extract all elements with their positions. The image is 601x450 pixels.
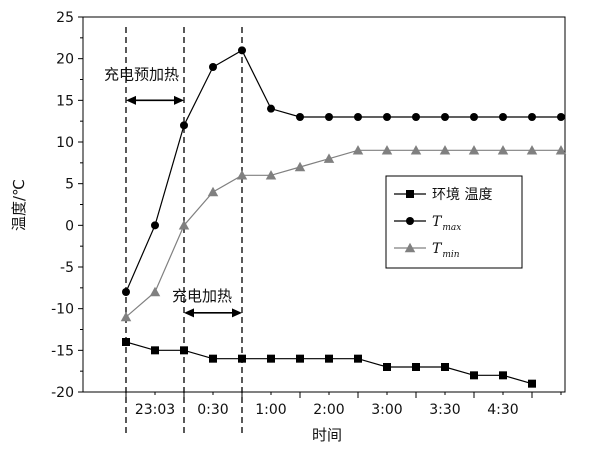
data-point <box>528 113 536 121</box>
x-tick-label: 1:00 <box>255 402 286 418</box>
data-point <box>406 217 414 225</box>
data-point <box>354 113 362 121</box>
data-point <box>122 338 130 346</box>
series-ambient <box>122 338 536 388</box>
data-point <box>180 346 188 355</box>
data-point <box>325 354 333 363</box>
reference-lines-layer <box>125 27 243 436</box>
y-tick-label: -5 <box>60 260 74 276</box>
y-tick-label: 0 <box>65 218 74 234</box>
data-point <box>528 379 536 388</box>
series-line <box>125 149 561 318</box>
legend-label: 环境 温度 <box>432 187 492 203</box>
data-point <box>120 311 132 322</box>
data-point <box>381 145 393 155</box>
data-point <box>412 113 420 121</box>
x-tick-label: 3:30 <box>429 402 460 418</box>
annotation-arrow-head <box>174 95 184 105</box>
x-axis-title: 时间 <box>312 426 342 444</box>
data-point <box>441 113 449 121</box>
data-point <box>209 63 217 71</box>
annotation-label: 充电加热 <box>172 287 232 305</box>
data-point <box>323 153 335 163</box>
data-point <box>267 104 275 113</box>
data-point <box>439 145 451 155</box>
series-Tmax <box>122 46 565 296</box>
data-point <box>209 354 217 363</box>
data-point <box>151 221 159 230</box>
legend-entry: 环境 温度 <box>394 187 492 203</box>
data-point <box>526 145 538 155</box>
data-point <box>238 46 246 55</box>
data-point <box>296 354 304 363</box>
y-tick-label: 15 <box>56 93 74 109</box>
data-point <box>468 145 480 155</box>
data-point <box>354 354 362 363</box>
data-point <box>267 354 275 363</box>
data-point <box>207 186 219 197</box>
data-point <box>151 346 159 355</box>
y-tick-label: 20 <box>56 52 74 68</box>
x-tick-label: 2:00 <box>313 402 344 418</box>
y-tick-label: 25 <box>56 10 74 26</box>
data-point <box>499 113 507 121</box>
y-tick-label: 5 <box>65 177 74 193</box>
data-point <box>180 121 188 130</box>
data-point <box>441 363 449 371</box>
data-point <box>383 113 391 121</box>
series-layer <box>120 46 567 388</box>
y-tick-label: 10 <box>56 135 74 151</box>
data-point <box>352 145 364 155</box>
data-point <box>470 113 478 121</box>
y-tick-label: -10 <box>51 302 74 318</box>
data-point <box>555 145 567 155</box>
annotation-preheat: 充电预加热 <box>104 65 184 105</box>
data-point <box>383 363 391 371</box>
annotation-label: 充电预加热 <box>104 65 179 83</box>
data-point <box>325 113 333 121</box>
data-point <box>404 242 416 253</box>
data-point <box>412 363 420 371</box>
data-point <box>406 190 414 198</box>
data-point <box>122 288 130 296</box>
data-point <box>149 286 161 297</box>
series-line <box>125 49 561 293</box>
data-point <box>499 371 507 380</box>
data-point <box>265 170 277 180</box>
x-tick-label: 3:00 <box>371 402 402 418</box>
annotation-arrow-head <box>232 308 242 318</box>
data-point <box>238 354 246 363</box>
series-Tmin <box>120 145 567 322</box>
data-point <box>236 170 248 180</box>
data-point <box>178 220 190 230</box>
axis-labels-layer: 温度/℃ 时间 <box>10 179 342 444</box>
x-tick-label: 4:30 <box>487 402 518 418</box>
plot-frame-layer: -20 -15 -10 -5 0 5 10 15 20 25 23:03 0:30 1:00 2:00 3:… <box>51 10 566 418</box>
data-point <box>294 161 306 172</box>
x-tick-label: 23:03 <box>135 402 175 418</box>
data-point <box>497 145 509 155</box>
annotation-heat: 充电加热 <box>172 287 242 318</box>
data-point <box>557 113 565 121</box>
annotation-arrow-head <box>126 95 136 105</box>
y-tick-label: -15 <box>51 343 74 359</box>
y-axis-title: 温度/℃ <box>10 179 28 231</box>
annotation-arrow-head <box>184 308 194 318</box>
data-point <box>410 145 422 155</box>
y-tick-label: -20 <box>51 385 74 401</box>
data-point <box>470 371 478 380</box>
x-tick-label: 0:30 <box>197 402 228 418</box>
data-point <box>296 113 304 121</box>
